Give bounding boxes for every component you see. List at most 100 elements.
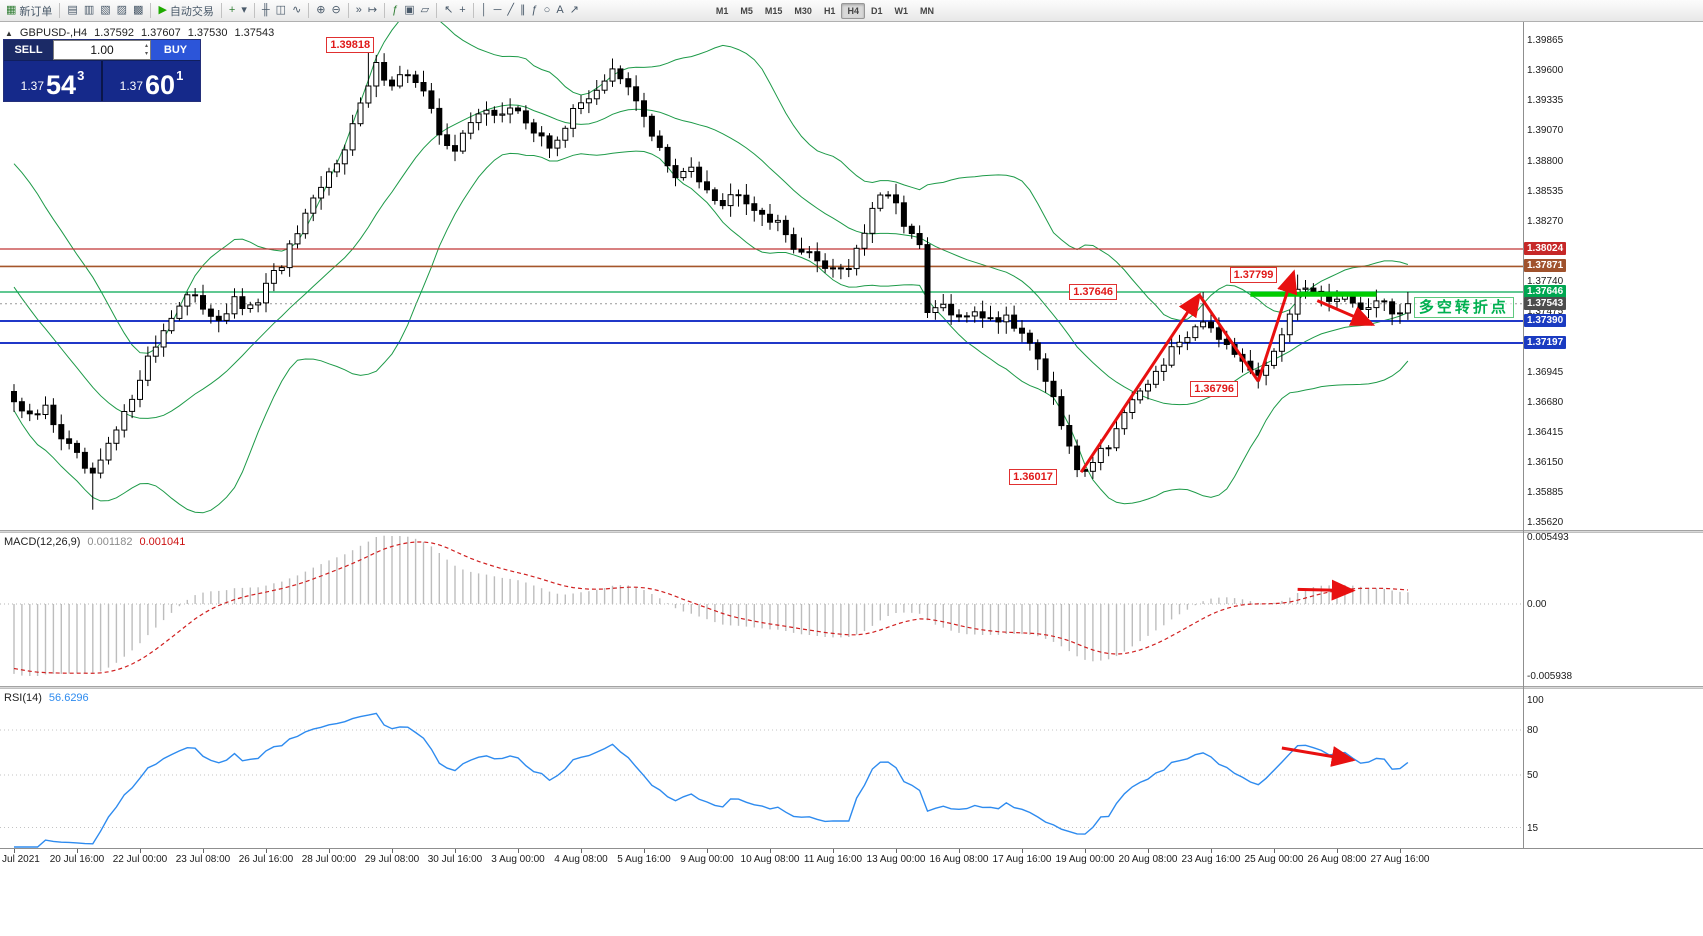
toolbar-separator [347,3,349,18]
candle [349,114,356,156]
candle [239,288,246,316]
channel-tool-button[interactable]: ∥ [517,2,529,20]
timeframe-d1-button[interactable]: D1 [870,5,883,16]
zoom-out-button[interactable]: ⊖ [329,2,344,20]
market-watch-button[interactable]: ▤ [64,2,80,20]
shapes-tool-button[interactable]: ○ [541,2,554,20]
candle [963,312,970,323]
candle [11,384,17,412]
auto-trading-button[interactable]: ▶ 自动交易 [155,2,216,20]
candle [483,101,490,126]
volume-input[interactable]: 1.00 ▴ ▾ [53,40,151,60]
strategy-tester-button[interactable]: ▩ [130,2,146,20]
strategy-tester-icon: ▩ [133,4,144,16]
candle [1278,327,1285,362]
timeframe-m30-button[interactable]: M30 [794,5,812,16]
price-axis-tick: 1.36680 [1527,396,1564,408]
timeframe-m15-button[interactable]: M15 [764,5,783,16]
candle [995,311,1002,334]
timeframe-w1-button[interactable]: W1 [894,5,908,16]
candle [680,167,687,181]
time-axis[interactable]: 19 Jul 2021 20 Jul 16:00 22 Jul 00:00 23 Ju… [0,848,1703,874]
price-axis-tick: 1.36945 [1527,366,1564,378]
periods-button[interactable]: ▣ [401,2,417,20]
auto-scroll-button[interactable]: » [353,2,365,20]
time-axis-tick-mark [770,849,771,853]
trend-arrow[interactable] [1079,292,1201,474]
price-axis-tick: 1.37475 [1527,306,1564,318]
candle [499,102,506,123]
indicators-button[interactable]: ƒ [389,2,401,20]
bull-bear-turning-point-label[interactable]: 多空转折点 [1413,297,1514,319]
line-chart-mode-button[interactable]: ∿ [289,2,304,20]
spinner-down-icon[interactable]: ▾ [144,51,148,57]
candle [129,394,136,419]
profiles-button[interactable]: ▾ [238,2,250,20]
auto-trading-icon: ▶ [158,4,167,16]
trend-arrow[interactable] [1256,269,1298,382]
timeframe-h4-button[interactable]: H4 [841,2,865,19]
candlestick-chart-mode-button[interactable]: ◫ [273,2,289,20]
data-window-button[interactable]: ▥ [81,2,97,20]
one-click-collapse-icon[interactable]: ▲ [5,28,13,38]
candle [333,159,340,178]
text-tool-button[interactable]: A [553,2,566,20]
price-axis-badge: 1.37543 [1524,296,1567,310]
buy-price-display[interactable]: 1.37 60 1 [103,61,200,101]
trend-arrow[interactable] [1316,299,1376,326]
price-callout[interactable]: 1.36017 [1009,469,1057,486]
buy-price-sup: 1 [176,68,184,83]
bar-chart-mode-button[interactable]: ╫ [259,2,273,20]
candle [294,225,301,249]
horizontal-line-tool-button[interactable]: ─ [491,2,505,20]
price-callout[interactable]: 1.37646 [1069,283,1118,300]
candle [373,54,380,98]
sell-price-big: 54 [46,70,77,100]
zoom-in-button[interactable]: ⊕ [313,2,328,20]
trend-arrow[interactable] [1197,294,1260,383]
cursor-tool-button[interactable]: ↖ [441,2,456,20]
price-callout[interactable]: 1.39818 [326,37,375,54]
candle [1389,298,1396,326]
timeframe-m5-button[interactable]: M5 [740,5,753,16]
chart-shift-button[interactable]: ↦ [365,2,380,20]
templates-button[interactable]: ▱ [418,2,432,20]
spinner-up-icon[interactable]: ▴ [144,43,148,49]
macd-trend-arrow[interactable] [1297,579,1356,601]
toolbar-separator [308,3,310,18]
fibonacci-tool-button[interactable]: ƒ [529,2,541,20]
arrows-tool-button[interactable]: ↗ [567,2,582,20]
candle [759,207,766,226]
crosshair-tool-button[interactable]: + [456,2,468,20]
candle [1050,371,1057,405]
sell-button[interactable]: SELL [4,40,53,60]
price-callout[interactable]: 1.37799 [1229,267,1278,284]
time-axis-tick-mark [266,849,267,853]
price-axis-badge: 1.38024 [1524,242,1567,255]
volume-spinner[interactable]: ▴ ▾ [145,42,148,58]
sell-price-display[interactable]: 1.37 54 3 [4,61,101,101]
trendline-tool-button[interactable]: ╱ [504,2,517,20]
timeframe-m1-button[interactable]: M1 [715,5,729,16]
candle [893,183,899,215]
timeframe-mn-button[interactable]: MN [919,5,934,16]
terminal-button[interactable]: ▨ [114,2,130,20]
candle [168,310,175,334]
price-callout[interactable]: 1.36796 [1190,380,1239,397]
candle [34,409,41,420]
vertical-line-tool-button[interactable]: │ [478,2,491,20]
candle [1208,311,1214,333]
panel-separator[interactable] [0,686,1703,689]
navigator-button[interactable]: ▧ [97,2,113,20]
panel-separator[interactable] [0,530,1703,533]
new-chart-button[interactable]: + [226,2,238,20]
rsi-trend-arrow[interactable] [1281,746,1356,767]
new-order-button[interactable]: ▦ 新订单 [3,2,55,20]
timeframe-h1-button[interactable]: H1 [823,5,836,16]
candle [444,123,451,150]
candle [207,304,214,324]
buy-button[interactable]: BUY [151,40,200,60]
candle [751,196,758,222]
time-axis-label: 23 Aug 16:00 [1181,854,1241,865]
fibonacci-tool-icon: ƒ [531,4,538,16]
